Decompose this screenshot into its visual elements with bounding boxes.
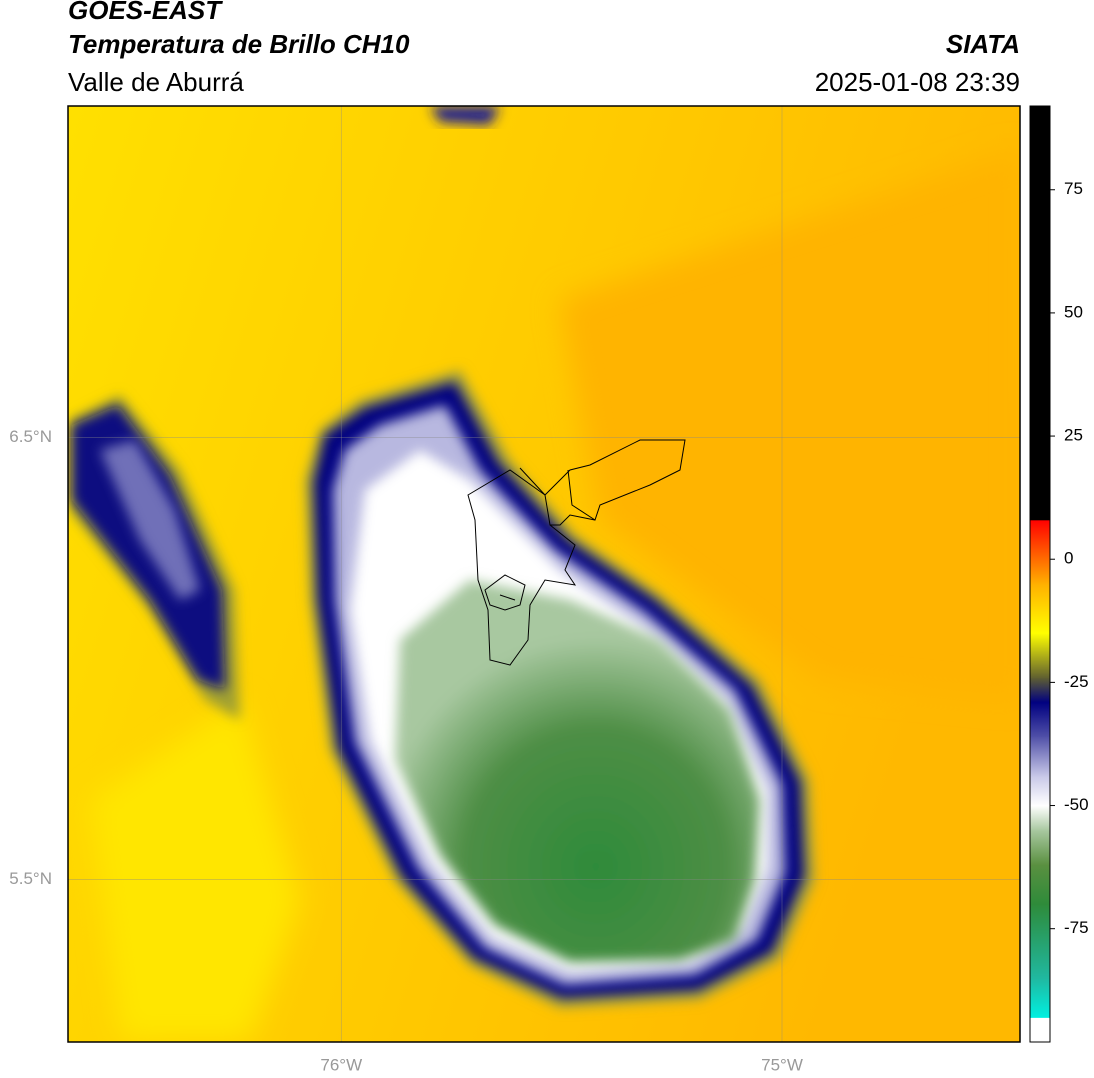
grid <box>68 106 1020 1042</box>
colorbar-segment <box>1030 106 1050 521</box>
colorbar: 75 50 25 0 -25 -50 -75 <box>1030 106 1089 1043</box>
region: Valle de Aburrá <box>68 67 244 97</box>
x-tick-label: 76°W <box>320 1055 362 1074</box>
subtitle: Temperatura de Brillo CH10 <box>68 29 410 59</box>
colorbar-segment <box>1030 702 1050 738</box>
colorbar-segment <box>1030 805 1050 831</box>
colorbar-segment <box>1030 1017 1050 1043</box>
colorbar-segment <box>1030 736 1050 777</box>
map-frame <box>67 105 1021 1043</box>
colorbar-segment <box>1030 904 1050 979</box>
colorbar-segment <box>1030 830 1050 866</box>
colorbar-tick-label: 75 <box>1064 179 1083 198</box>
y-tick-label: 6.5°N <box>9 427 52 446</box>
timestamp: 2025-01-08 23:39 <box>815 67 1020 97</box>
colorbar-frame <box>1029 105 1051 1043</box>
colorbar-tick-label: -25 <box>1064 672 1089 691</box>
colorbar-segment <box>1030 864 1050 905</box>
colorbar-tick-label: -75 <box>1064 918 1089 937</box>
colorbar-segment <box>1030 583 1050 634</box>
y-tick-label: 5.5°N <box>9 869 52 888</box>
x-tick-label: 75°W <box>761 1055 803 1074</box>
title: GOES-EAST <box>68 0 223 25</box>
colorbar-segment <box>1030 775 1050 807</box>
colorbar-tick-label: 25 <box>1064 426 1083 445</box>
imagery <box>68 106 1020 1042</box>
colorbar-segment <box>1030 519 1050 585</box>
colorbar-segment <box>1030 633 1050 678</box>
source: SIATA <box>946 29 1020 59</box>
colorbar-tick-label: -50 <box>1064 795 1089 814</box>
colorbar-tick-label: 0 <box>1064 549 1073 568</box>
colorbar-segment <box>1030 677 1050 703</box>
colorbar-tick-label: 50 <box>1064 302 1083 321</box>
colorbar-segment <box>1030 977 1050 1018</box>
